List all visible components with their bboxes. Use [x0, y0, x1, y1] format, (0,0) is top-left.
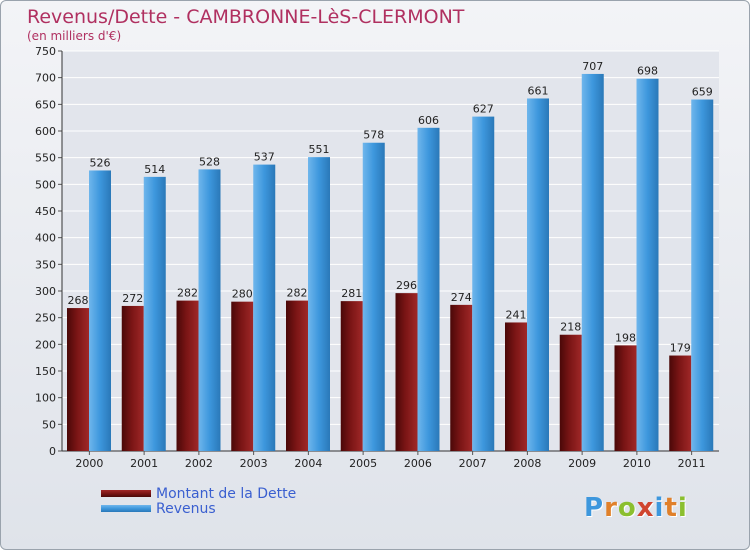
debt-bar: [395, 293, 418, 451]
y-tick-label: 100: [35, 392, 56, 405]
revenue-bar: [253, 164, 276, 451]
revenue-bar-label: 514: [144, 163, 165, 176]
x-tick-label: 2008: [513, 457, 541, 470]
revenue-bar-label: 659: [692, 86, 713, 99]
x-tick-label: 2009: [568, 457, 596, 470]
debt-bar: [340, 301, 363, 451]
debt-bar-label: 281: [341, 287, 362, 300]
logo-letter: P: [584, 493, 605, 523]
revenue-bar-label: 707: [582, 60, 603, 73]
x-tick-label: 2006: [404, 457, 432, 470]
revenue-bar: [417, 127, 440, 452]
y-tick-label: 750: [35, 45, 56, 58]
y-tick-label: 350: [35, 258, 56, 271]
y-tick-label: 200: [35, 338, 56, 351]
debt-bar-label: 268: [68, 294, 89, 307]
revenue-bar-label: 537: [254, 151, 275, 164]
chart-subtitle: (en milliers d'€): [27, 29, 122, 43]
revenue-bar-label: 606: [418, 114, 439, 127]
y-tick-label: 250: [35, 312, 56, 325]
debt-bar-label: 296: [396, 279, 417, 292]
logo-letter: i: [654, 493, 665, 523]
debt-bar: [450, 304, 473, 451]
legend-swatch-revenue: [101, 505, 151, 512]
y-tick-label: 300: [35, 285, 56, 298]
debt-bar-label: 241: [506, 308, 527, 321]
logo-letter: r: [604, 493, 618, 523]
y-tick-label: 600: [35, 125, 56, 138]
debt-bar: [614, 345, 637, 451]
legend-label-revenue: Revenus: [156, 501, 216, 517]
revenue-bar-label: 526: [90, 156, 111, 169]
legend-label-debt: Montant de la Dette: [156, 486, 297, 502]
y-tick-label: 0: [49, 445, 56, 458]
proxiti-logo: Proxiti: [584, 493, 688, 523]
x-tick-label: 2011: [678, 457, 706, 470]
chart-title: Revenus/Dette - CAMBRONNE-LèS-CLERMONT: [27, 6, 465, 28]
x-tick-label: 2007: [459, 457, 487, 470]
debt-bar: [559, 334, 582, 451]
debt-bar-label: 274: [451, 291, 472, 304]
debt-bar-label: 218: [560, 321, 581, 334]
y-tick-label: 700: [35, 72, 56, 85]
x-tick-label: 2001: [130, 457, 158, 470]
y-tick-label: 150: [35, 365, 56, 378]
x-tick-label: 2005: [349, 457, 377, 470]
logo-letter: i: [677, 493, 688, 523]
debt-bar: [121, 305, 144, 451]
x-tick-label: 2003: [240, 457, 268, 470]
revenue-bar: [362, 142, 385, 451]
revenue-bar: [636, 78, 659, 451]
x-tick-label: 2000: [75, 457, 103, 470]
revenue-bar: [691, 99, 714, 452]
logo-letter: t: [664, 493, 678, 523]
debt-bar: [286, 300, 308, 451]
logo-letter: x: [636, 493, 655, 523]
y-tick-label: 500: [35, 178, 56, 191]
debt-bar-label: 280: [232, 288, 253, 301]
debt-bar: [176, 300, 199, 451]
debt-bar: [669, 355, 692, 451]
revenue-bar-label: 551: [309, 143, 330, 156]
x-tick-label: 2010: [623, 457, 651, 470]
y-tick-label: 450: [35, 205, 56, 218]
y-tick-label: 50: [42, 418, 56, 431]
debt-bar-label: 282: [287, 287, 308, 300]
revenue-bar: [143, 176, 166, 451]
legend-swatch-debt: [101, 490, 151, 497]
debt-bar-label: 198: [615, 331, 636, 344]
y-tick-label: 400: [35, 232, 56, 245]
revenue-bar-label: 698: [637, 65, 658, 78]
debt-bar: [505, 322, 527, 451]
logo-letter: o: [617, 493, 637, 523]
revenue-bar-label: 627: [473, 103, 494, 116]
y-tick-label: 650: [35, 98, 56, 111]
revenue-bar-label: 528: [199, 155, 220, 168]
revenue-bar: [308, 157, 330, 451]
debt-bar: [231, 301, 254, 451]
y-tick-label: 550: [35, 152, 56, 165]
plot-area: [62, 51, 719, 451]
revenue-bar-label: 578: [363, 129, 384, 142]
debt-bar-label: 282: [177, 287, 198, 300]
debt-bar-label: 272: [122, 292, 143, 305]
revenue-bar: [581, 73, 604, 451]
x-tick-label: 2004: [294, 457, 322, 470]
x-tick-label: 2002: [185, 457, 213, 470]
revenue-bar: [472, 116, 495, 451]
debt-bar-label: 179: [670, 342, 691, 355]
revenue-bar: [198, 169, 221, 451]
revenue-bar: [527, 98, 549, 451]
revenue-bar-label: 661: [528, 84, 549, 97]
debt-bar: [67, 308, 89, 451]
revenue-bar: [89, 170, 111, 451]
